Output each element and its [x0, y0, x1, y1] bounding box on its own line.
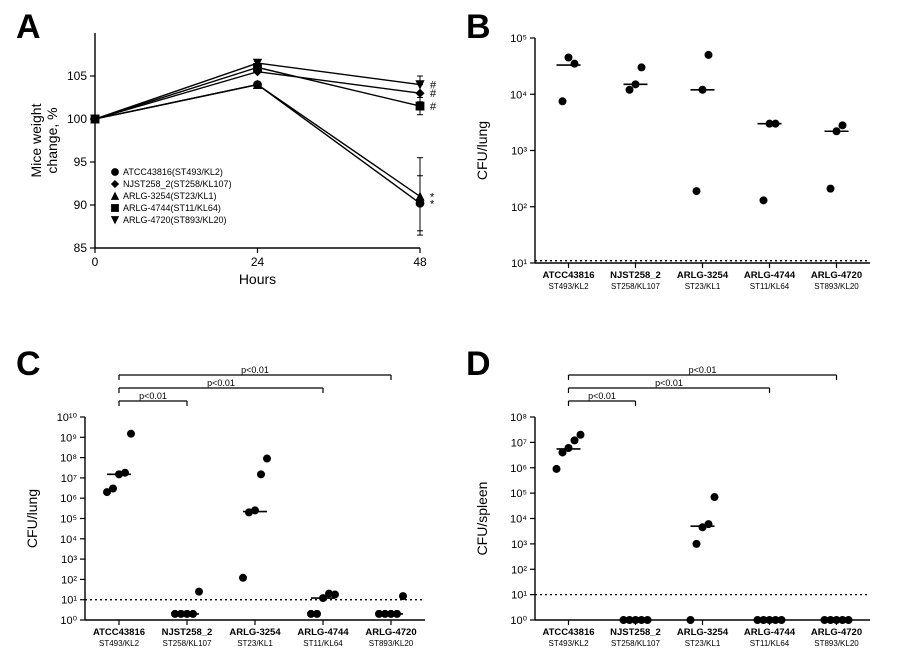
- svg-text:NJST258_2(ST258/KL107): NJST258_2(ST258/KL107): [123, 179, 232, 189]
- svg-text:10⁵: 10⁵: [510, 33, 527, 45]
- svg-text:10¹⁰: 10¹⁰: [57, 412, 78, 424]
- panel-b-plot: 10¹ 10² 10³ 10⁴ 10⁵ CFU/lung ATCC43816ST493/KL…: [460, 8, 885, 308]
- svg-text:ARLG-3254: ARLG-3254: [677, 627, 729, 638]
- svg-text:ST893/KL20: ST893/KL20: [369, 639, 414, 648]
- svg-text:90: 90: [74, 198, 88, 212]
- svg-text:10⁰: 10⁰: [60, 615, 77, 627]
- svg-text:ARLG-3254(ST23/KL1): ARLG-3254(ST23/KL1): [123, 191, 217, 201]
- svg-text:#: #: [430, 101, 437, 113]
- svg-text:85: 85: [74, 241, 88, 255]
- svg-text:10²: 10²: [511, 202, 527, 214]
- svg-text:p<0.01: p<0.01: [241, 365, 269, 375]
- svg-text:Hours: Hours: [239, 271, 276, 287]
- svg-text:ST11/KL64: ST11/KL64: [750, 639, 790, 648]
- svg-text:ST258/KL107: ST258/KL107: [611, 282, 660, 291]
- svg-text:105: 105: [67, 69, 87, 83]
- panel-b: B 10¹10²10³10⁴10⁵CFU/lungATCC43816ST493/…: [460, 8, 885, 308]
- svg-text:10³: 10³: [511, 146, 527, 158]
- svg-text:10⁷: 10⁷: [61, 473, 77, 485]
- svg-text:10¹: 10¹: [61, 595, 77, 607]
- svg-text:ARLG-4744: ARLG-4744: [297, 627, 349, 638]
- svg-text:95: 95: [74, 155, 88, 169]
- svg-text:10⁵: 10⁵: [60, 514, 77, 526]
- svg-text:ATCC43816(ST493/KL2): ATCC43816(ST493/KL2): [123, 167, 223, 177]
- svg-text:ST23/KL1: ST23/KL1: [685, 639, 721, 648]
- svg-text:10⁶: 10⁶: [510, 463, 527, 475]
- svg-text:ARLG-3254: ARLG-3254: [677, 270, 729, 281]
- svg-text:10⁴: 10⁴: [510, 514, 527, 526]
- svg-text:10¹: 10¹: [511, 590, 527, 602]
- svg-text:*: *: [430, 191, 435, 203]
- svg-text:10³: 10³: [61, 554, 77, 566]
- svg-text:p<0.01: p<0.01: [655, 378, 683, 388]
- svg-text:p<0.01: p<0.01: [588, 391, 616, 401]
- svg-text:CFU/lung: CFU/lung: [24, 489, 40, 548]
- svg-text:ARLG-4744: ARLG-4744: [744, 627, 796, 638]
- svg-text:ST893/KL20: ST893/KL20: [814, 639, 859, 648]
- svg-text:ST493/KL2: ST493/KL2: [548, 639, 589, 648]
- svg-text:p<0.01: p<0.01: [689, 365, 717, 375]
- panel-a-plot: 85 90 95 100 105 0 24 48 Hours Mice weightchange,…: [10, 8, 440, 308]
- svg-text:10⁵: 10⁵: [510, 488, 527, 500]
- svg-text:10²: 10²: [61, 574, 77, 586]
- svg-text:10⁸: 10⁸: [510, 412, 527, 424]
- svg-text:NJST258_2: NJST258_2: [610, 270, 661, 281]
- svg-text:ST11/KL64: ST11/KL64: [303, 639, 343, 648]
- svg-text:Mice weightchange, %: Mice weightchange, %: [28, 103, 60, 177]
- svg-text:ST258/KL107: ST258/KL107: [163, 639, 212, 648]
- svg-text:NJST258_2: NJST258_2: [162, 627, 213, 638]
- panel-c-plot: 10⁰ 10¹ 10² 10³ 10⁴ 10⁵ 10⁶ 10⁷ 10⁸ 10⁹ 10¹⁰ CFU/lu…: [10, 345, 440, 665]
- panel-a: A 85909510010502448HoursMice weightchang…: [10, 8, 440, 308]
- svg-text:10⁸: 10⁸: [60, 453, 77, 465]
- svg-text:ST493/KL2: ST493/KL2: [99, 639, 140, 648]
- svg-text:10⁰: 10⁰: [510, 615, 527, 627]
- svg-text:ARLG-4720: ARLG-4720: [811, 270, 862, 281]
- svg-text:NJST258_2: NJST258_2: [610, 627, 661, 638]
- svg-text:#: #: [430, 80, 437, 92]
- svg-text:ST258/KL107: ST258/KL107: [611, 639, 660, 648]
- svg-text:ATCC43816: ATCC43816: [542, 270, 594, 281]
- svg-text:10⁴: 10⁴: [510, 89, 527, 101]
- svg-text:0: 0: [92, 255, 99, 269]
- svg-text:CFU/spleen: CFU/spleen: [474, 482, 490, 556]
- svg-text:100: 100: [67, 112, 87, 126]
- svg-text:24: 24: [251, 255, 265, 269]
- panel-d: D 10⁰10¹10²10³10⁴10⁵10⁶10⁷10⁸CFU/spleenA…: [460, 345, 885, 665]
- svg-text:ARLG-4720: ARLG-4720: [811, 627, 862, 638]
- svg-text:10³: 10³: [511, 539, 527, 551]
- svg-text:ST11/KL64: ST11/KL64: [750, 282, 790, 291]
- svg-text:10²: 10²: [511, 564, 527, 576]
- svg-text:ARLG-4720: ARLG-4720: [365, 627, 416, 638]
- svg-text:48: 48: [413, 255, 427, 269]
- svg-text:CFU/lung: CFU/lung: [474, 121, 490, 180]
- svg-text:ST23/KL1: ST23/KL1: [685, 282, 721, 291]
- svg-text:10⁹: 10⁹: [60, 432, 77, 444]
- svg-text:ARLG-4720(ST893/KL20): ARLG-4720(ST893/KL20): [123, 215, 227, 225]
- svg-text:10¹: 10¹: [511, 258, 527, 270]
- panel-d-plot: 10⁰ 10¹ 10² 10³ 10⁴ 10⁵ 10⁶ 10⁷ 10⁸ CFU/spleen ATC…: [460, 345, 885, 665]
- svg-text:10⁴: 10⁴: [60, 534, 77, 546]
- svg-text:ARLG-3254: ARLG-3254: [229, 627, 281, 638]
- svg-text:ST493/KL2: ST493/KL2: [548, 282, 589, 291]
- panel-c: C 10⁰10¹10²10³10⁴10⁵10⁶10⁷10⁸10⁹10¹⁰CFU/…: [10, 345, 440, 665]
- svg-text:ARLG-4744(ST11/KL64): ARLG-4744(ST11/KL64): [123, 203, 221, 213]
- svg-text:ARLG-4744: ARLG-4744: [744, 270, 796, 281]
- svg-text:10⁶: 10⁶: [60, 493, 77, 505]
- svg-text:ST893/KL20: ST893/KL20: [814, 282, 859, 291]
- svg-text:ATCC43816: ATCC43816: [93, 627, 145, 638]
- svg-text:p<0.01: p<0.01: [139, 391, 167, 401]
- svg-text:ST23/KL1: ST23/KL1: [237, 639, 273, 648]
- svg-text:p<0.01: p<0.01: [207, 378, 235, 388]
- svg-text:ATCC43816: ATCC43816: [542, 627, 594, 638]
- svg-text:10⁷: 10⁷: [511, 437, 527, 449]
